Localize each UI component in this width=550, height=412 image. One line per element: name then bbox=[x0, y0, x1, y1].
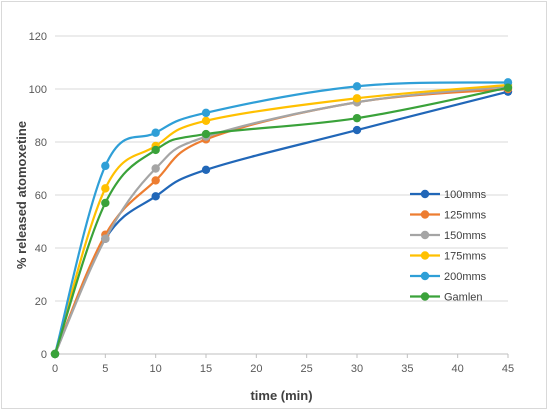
data-point bbox=[50, 349, 60, 359]
legend-item: 125mms bbox=[410, 210, 487, 222]
legend-marker bbox=[420, 251, 430, 260]
legend-item: Gamlen bbox=[410, 292, 483, 304]
data-point bbox=[352, 125, 362, 135]
y-tick-label: 100 bbox=[29, 84, 47, 96]
data-point bbox=[101, 234, 110, 243]
x-tick-label: 30 bbox=[351, 363, 363, 375]
legend-item: 175mms bbox=[410, 251, 487, 263]
data-point bbox=[352, 82, 362, 91]
data-point bbox=[101, 198, 110, 208]
legend-marker bbox=[420, 189, 430, 199]
series-gamlen bbox=[50, 83, 513, 359]
y-tick-label: 80 bbox=[35, 137, 47, 149]
y-axis-title: % released atomoxetine bbox=[14, 121, 29, 269]
y-tick-label: 120 bbox=[29, 31, 47, 43]
series-group bbox=[50, 78, 513, 359]
data-point bbox=[151, 145, 160, 155]
series-200mms bbox=[50, 78, 513, 359]
data-point bbox=[151, 128, 160, 137]
legend-marker bbox=[420, 271, 430, 281]
series-line-100mms bbox=[53, 90, 509, 355]
data-point bbox=[101, 161, 110, 171]
series-line-175mms bbox=[53, 83, 509, 355]
legend-label: 200mms bbox=[444, 271, 487, 283]
series-line-200mms bbox=[53, 81, 509, 355]
legend-label: 150mms bbox=[444, 230, 487, 242]
series-line-150mms bbox=[53, 85, 509, 355]
y-tick-label: 0 bbox=[41, 349, 47, 361]
x-tick-label: 35 bbox=[401, 363, 413, 375]
data-point bbox=[503, 83, 513, 92]
legend-label: 100mms bbox=[444, 189, 487, 201]
x-tick-label: 25 bbox=[301, 363, 313, 375]
x-tick-label: 45 bbox=[502, 363, 514, 375]
legend-marker bbox=[420, 230, 430, 240]
y-tick-label: 60 bbox=[35, 190, 47, 202]
legend-item: 150mms bbox=[410, 230, 487, 242]
legend-label: Gamlen bbox=[444, 292, 483, 304]
data-point bbox=[352, 94, 362, 103]
legend-label: 125mms bbox=[444, 210, 487, 222]
legend-item: 200mms bbox=[410, 271, 487, 283]
x-tick-label: 15 bbox=[200, 363, 212, 375]
data-point bbox=[201, 108, 211, 118]
series-100mms bbox=[50, 87, 513, 359]
data-point bbox=[201, 116, 211, 126]
series-line-gamlen bbox=[53, 86, 509, 355]
data-point bbox=[151, 176, 160, 185]
x-tick-label: 5 bbox=[102, 363, 108, 375]
legend-marker bbox=[420, 292, 430, 301]
legend: 100mms 125mms 150mms 175mms 200mms Gamlen bbox=[410, 189, 487, 304]
axes: 0 20 40 60 80 100 120 0 5 10 15 20 25 30 35 40 45 bbox=[29, 31, 514, 375]
data-point bbox=[201, 165, 211, 175]
y-tick-label: 20 bbox=[35, 296, 47, 308]
x-tick-label: 10 bbox=[150, 363, 162, 375]
legend-marker bbox=[420, 210, 430, 219]
data-point bbox=[151, 164, 160, 173]
x-tick-label: 20 bbox=[250, 363, 262, 375]
y-tick-label: 40 bbox=[35, 243, 47, 255]
gridlines bbox=[55, 35, 508, 355]
x-axis-title: time (min) bbox=[250, 388, 312, 403]
data-point bbox=[101, 184, 110, 193]
legend-label: 175mms bbox=[444, 251, 487, 263]
x-tick-label: 40 bbox=[452, 363, 464, 375]
series-line-125mms bbox=[53, 87, 509, 355]
data-point bbox=[151, 192, 160, 201]
data-point bbox=[352, 113, 362, 123]
data-point bbox=[201, 129, 211, 139]
x-tick-label: 0 bbox=[52, 363, 58, 375]
legend-item: 100mms bbox=[410, 189, 487, 201]
